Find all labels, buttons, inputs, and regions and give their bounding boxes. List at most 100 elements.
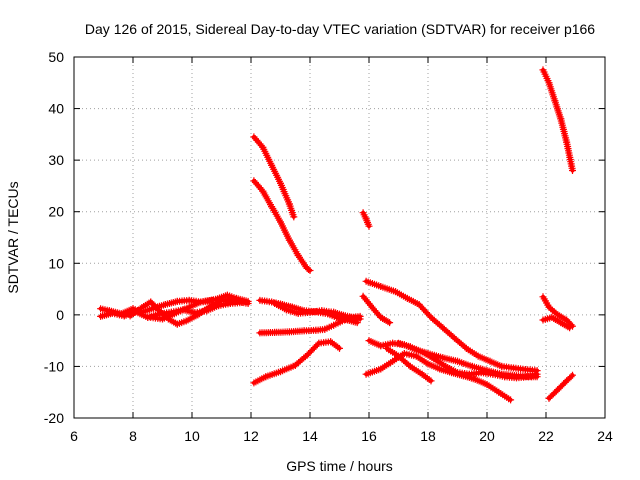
- data-point: [301, 353, 309, 361]
- y-axis-label: SDTVAR / TECUs: [5, 181, 21, 293]
- data-point: [424, 310, 432, 318]
- x-tick-label: 8: [129, 428, 137, 444]
- series-s6: [250, 177, 314, 274]
- series-s16: [362, 350, 515, 404]
- data-point: [429, 315, 437, 323]
- data-point: [204, 304, 212, 312]
- data-point: [305, 266, 312, 273]
- data-point: [567, 373, 575, 381]
- data-point: [417, 302, 425, 310]
- data-point: [253, 136, 261, 144]
- data-point: [313, 341, 321, 349]
- data-point: [250, 177, 258, 185]
- series-s10: [250, 338, 343, 387]
- data-point: [461, 343, 469, 351]
- data-point: [446, 330, 453, 338]
- data-point: [435, 321, 443, 329]
- data-point: [253, 180, 261, 188]
- plot-frame: [73, 56, 606, 419]
- data-point: [401, 358, 409, 366]
- x-tick-label: 12: [243, 428, 259, 444]
- data-point: [427, 377, 435, 385]
- data-point: [336, 344, 343, 352]
- y-tick-label: 50: [48, 49, 64, 65]
- x-tick-label: 6: [70, 428, 78, 444]
- tick-labels: 6 8 10 12 14 16 18 20 22 24 -20 -10 0 10 20 30 40 50: [44, 49, 613, 444]
- series-s20: [539, 313, 574, 332]
- x-tick-label: 14: [302, 428, 318, 444]
- axis-ticks: [73, 56, 606, 419]
- series-s5: [250, 133, 298, 221]
- data-point: [566, 324, 574, 332]
- x-tick-label: 22: [538, 428, 554, 444]
- data-point: [154, 305, 162, 313]
- data-point: [405, 361, 413, 369]
- series-s9: [256, 312, 364, 337]
- data-point: [434, 319, 442, 327]
- data-point: [251, 179, 259, 186]
- data-point: [395, 352, 402, 360]
- data-point: [454, 337, 462, 345]
- data-point: [558, 381, 566, 389]
- x-tick-label: 20: [479, 428, 495, 444]
- data-point: [305, 350, 312, 358]
- y-tick-label: -20: [44, 410, 64, 426]
- data-point: [415, 301, 423, 308]
- chart-title: Day 126 of 2015, Sidereal Day-to-day VTE…: [85, 21, 595, 37]
- data-point: [400, 357, 408, 364]
- grid-lines: [74, 57, 605, 418]
- y-tick-label: 20: [48, 204, 64, 220]
- x-tick-label: 16: [361, 428, 377, 444]
- y-tick-label: 30: [48, 152, 64, 168]
- y-tick-label: 10: [48, 255, 64, 271]
- data-point: [151, 302, 159, 310]
- data-point: [427, 313, 435, 321]
- data-point: [545, 303, 553, 311]
- data-point: [507, 396, 515, 404]
- data-point: [418, 304, 426, 312]
- data-point: [312, 342, 320, 350]
- data-point: [156, 307, 164, 315]
- x-axis-label: GPS time / hours: [286, 458, 393, 474]
- x-tick-label: 18: [420, 428, 436, 444]
- data-point: [569, 167, 576, 174]
- series-s19: [539, 293, 576, 330]
- data-point: [533, 370, 541, 378]
- data-point: [550, 308, 558, 316]
- series-s12: [362, 277, 541, 375]
- series-s18: [539, 66, 576, 174]
- data-point: [209, 296, 217, 304]
- data-point: [244, 300, 252, 307]
- data-point: [459, 341, 467, 349]
- series-s4: [147, 296, 217, 323]
- data-point: [386, 319, 394, 327]
- data-point: [426, 312, 433, 320]
- y-tick-label: 40: [48, 101, 64, 117]
- data-point: [447, 331, 455, 339]
- data-point: [440, 325, 448, 333]
- series-s21: [545, 371, 576, 402]
- x-tick-label: 10: [184, 428, 200, 444]
- data-point: [295, 359, 303, 366]
- y-tick-label: 0: [56, 307, 64, 323]
- data-point: [356, 312, 364, 320]
- data-point: [290, 213, 298, 221]
- data-point: [423, 309, 430, 317]
- x-tick-label: 24: [597, 428, 613, 444]
- data-point: [306, 267, 314, 274]
- data-point: [251, 135, 259, 143]
- data-point: [296, 357, 304, 365]
- data-point: [452, 336, 460, 343]
- data-points: [97, 66, 576, 404]
- y-tick-label: -10: [44, 358, 64, 374]
- data-point: [384, 318, 392, 326]
- series-s13: [359, 292, 394, 327]
- data-point: [374, 310, 382, 318]
- data-point: [569, 371, 576, 379]
- series-s17: [383, 344, 435, 385]
- data-point: [365, 222, 373, 230]
- data-point: [257, 185, 265, 193]
- series-s11: [359, 209, 373, 230]
- data-point: [310, 344, 318, 352]
